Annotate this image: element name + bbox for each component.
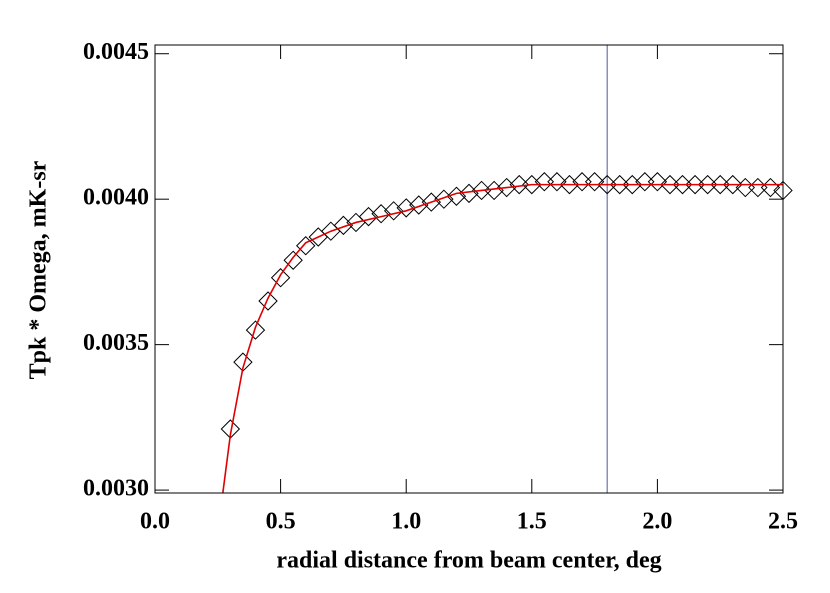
x-tick-label: 1.5: [517, 509, 547, 535]
plot-frame: [154, 44, 784, 494]
data-point: [547, 172, 567, 192]
y-axis-title: Tpk * Omega, mK-sr: [26, 160, 52, 379]
x-tick-label: 2.0: [642, 509, 672, 535]
y-tick-label: 0.0035: [83, 330, 149, 356]
data-point: [245, 320, 266, 340]
data-point: [748, 177, 768, 198]
data-point: [270, 268, 291, 288]
data-point: [496, 177, 517, 198]
x-axis-title: radial distance from beam center, deg: [276, 548, 661, 574]
data-point: [258, 291, 278, 311]
x-tick-label: 1.0: [391, 509, 421, 535]
data-point: [622, 174, 642, 195]
data-point: [383, 201, 404, 221]
data-point: [522, 174, 542, 195]
data-point: [371, 204, 391, 224]
x-tick-label: 0.0: [140, 509, 170, 535]
y-tick-label: 0.0040: [83, 185, 149, 211]
data-point: [333, 215, 354, 236]
data-point: [647, 172, 668, 192]
data-point: [409, 195, 429, 215]
data-point: [559, 174, 580, 195]
data-point: [358, 206, 379, 227]
y-tick-label: 0.0030: [83, 476, 149, 502]
x-tick-label: 2.5: [768, 509, 798, 535]
data-point: [723, 174, 743, 195]
y-tick-label: 0.0045: [83, 39, 149, 65]
data-point: [459, 183, 479, 204]
data-point: [396, 198, 416, 218]
x-tick-label: 0.5: [266, 509, 296, 535]
data-point: [283, 250, 303, 270]
data-point: [584, 172, 605, 192]
data-point: [296, 236, 316, 256]
fit-line: [222, 183, 783, 494]
data-point: [484, 180, 504, 201]
data-point: [421, 192, 442, 212]
